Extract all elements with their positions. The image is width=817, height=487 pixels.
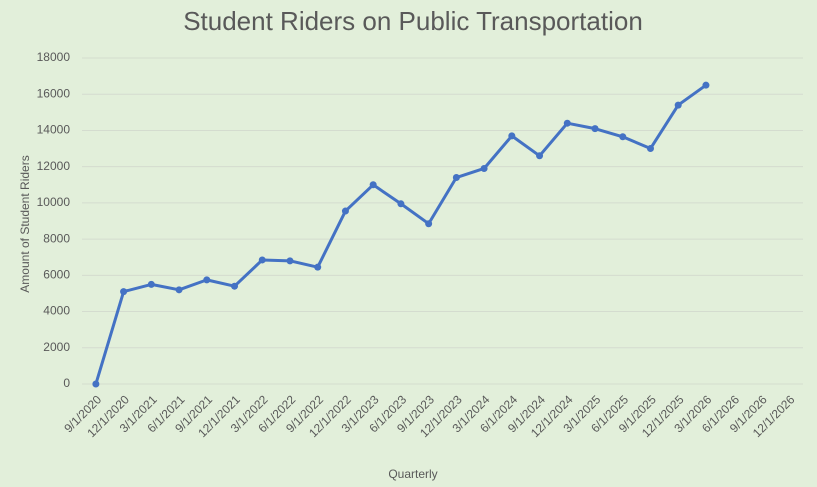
data-point bbox=[508, 132, 516, 140]
data-point bbox=[563, 119, 571, 127]
data-point bbox=[480, 164, 488, 172]
data-point bbox=[369, 181, 377, 189]
y-tick-label: 10000 bbox=[37, 195, 71, 209]
data-point bbox=[619, 133, 627, 141]
y-tick-label: 6000 bbox=[43, 268, 70, 282]
y-tick-label: 8000 bbox=[43, 231, 70, 245]
chart-title: Student Riders on Public Transportation bbox=[183, 6, 643, 36]
data-point bbox=[536, 152, 544, 160]
y-axis-label: Amount of Student Riders bbox=[18, 155, 32, 292]
y-tick-label: 4000 bbox=[43, 304, 70, 318]
y-tick-label: 18000 bbox=[37, 50, 71, 64]
y-tick-label: 14000 bbox=[37, 123, 71, 137]
data-point bbox=[591, 125, 599, 133]
data-point bbox=[425, 220, 433, 228]
data-point bbox=[452, 174, 460, 182]
data-point bbox=[231, 282, 239, 290]
data-point bbox=[646, 145, 654, 153]
data-point bbox=[286, 257, 294, 265]
y-tick-label: 0 bbox=[63, 376, 70, 390]
y-tick-label: 12000 bbox=[37, 159, 71, 173]
y-tick-label: 2000 bbox=[43, 340, 70, 354]
data-point bbox=[314, 263, 322, 271]
data-point bbox=[674, 101, 682, 109]
data-point bbox=[397, 200, 405, 208]
data-point bbox=[92, 380, 100, 388]
x-axis-label: Quarterly bbox=[388, 467, 437, 481]
data-point bbox=[341, 207, 349, 215]
data-point bbox=[120, 288, 128, 296]
data-point bbox=[147, 280, 155, 288]
data-point bbox=[258, 256, 266, 264]
data-point bbox=[175, 286, 183, 294]
y-tick-label: 16000 bbox=[37, 86, 71, 100]
data-point bbox=[702, 81, 710, 89]
data-point bbox=[203, 276, 211, 284]
